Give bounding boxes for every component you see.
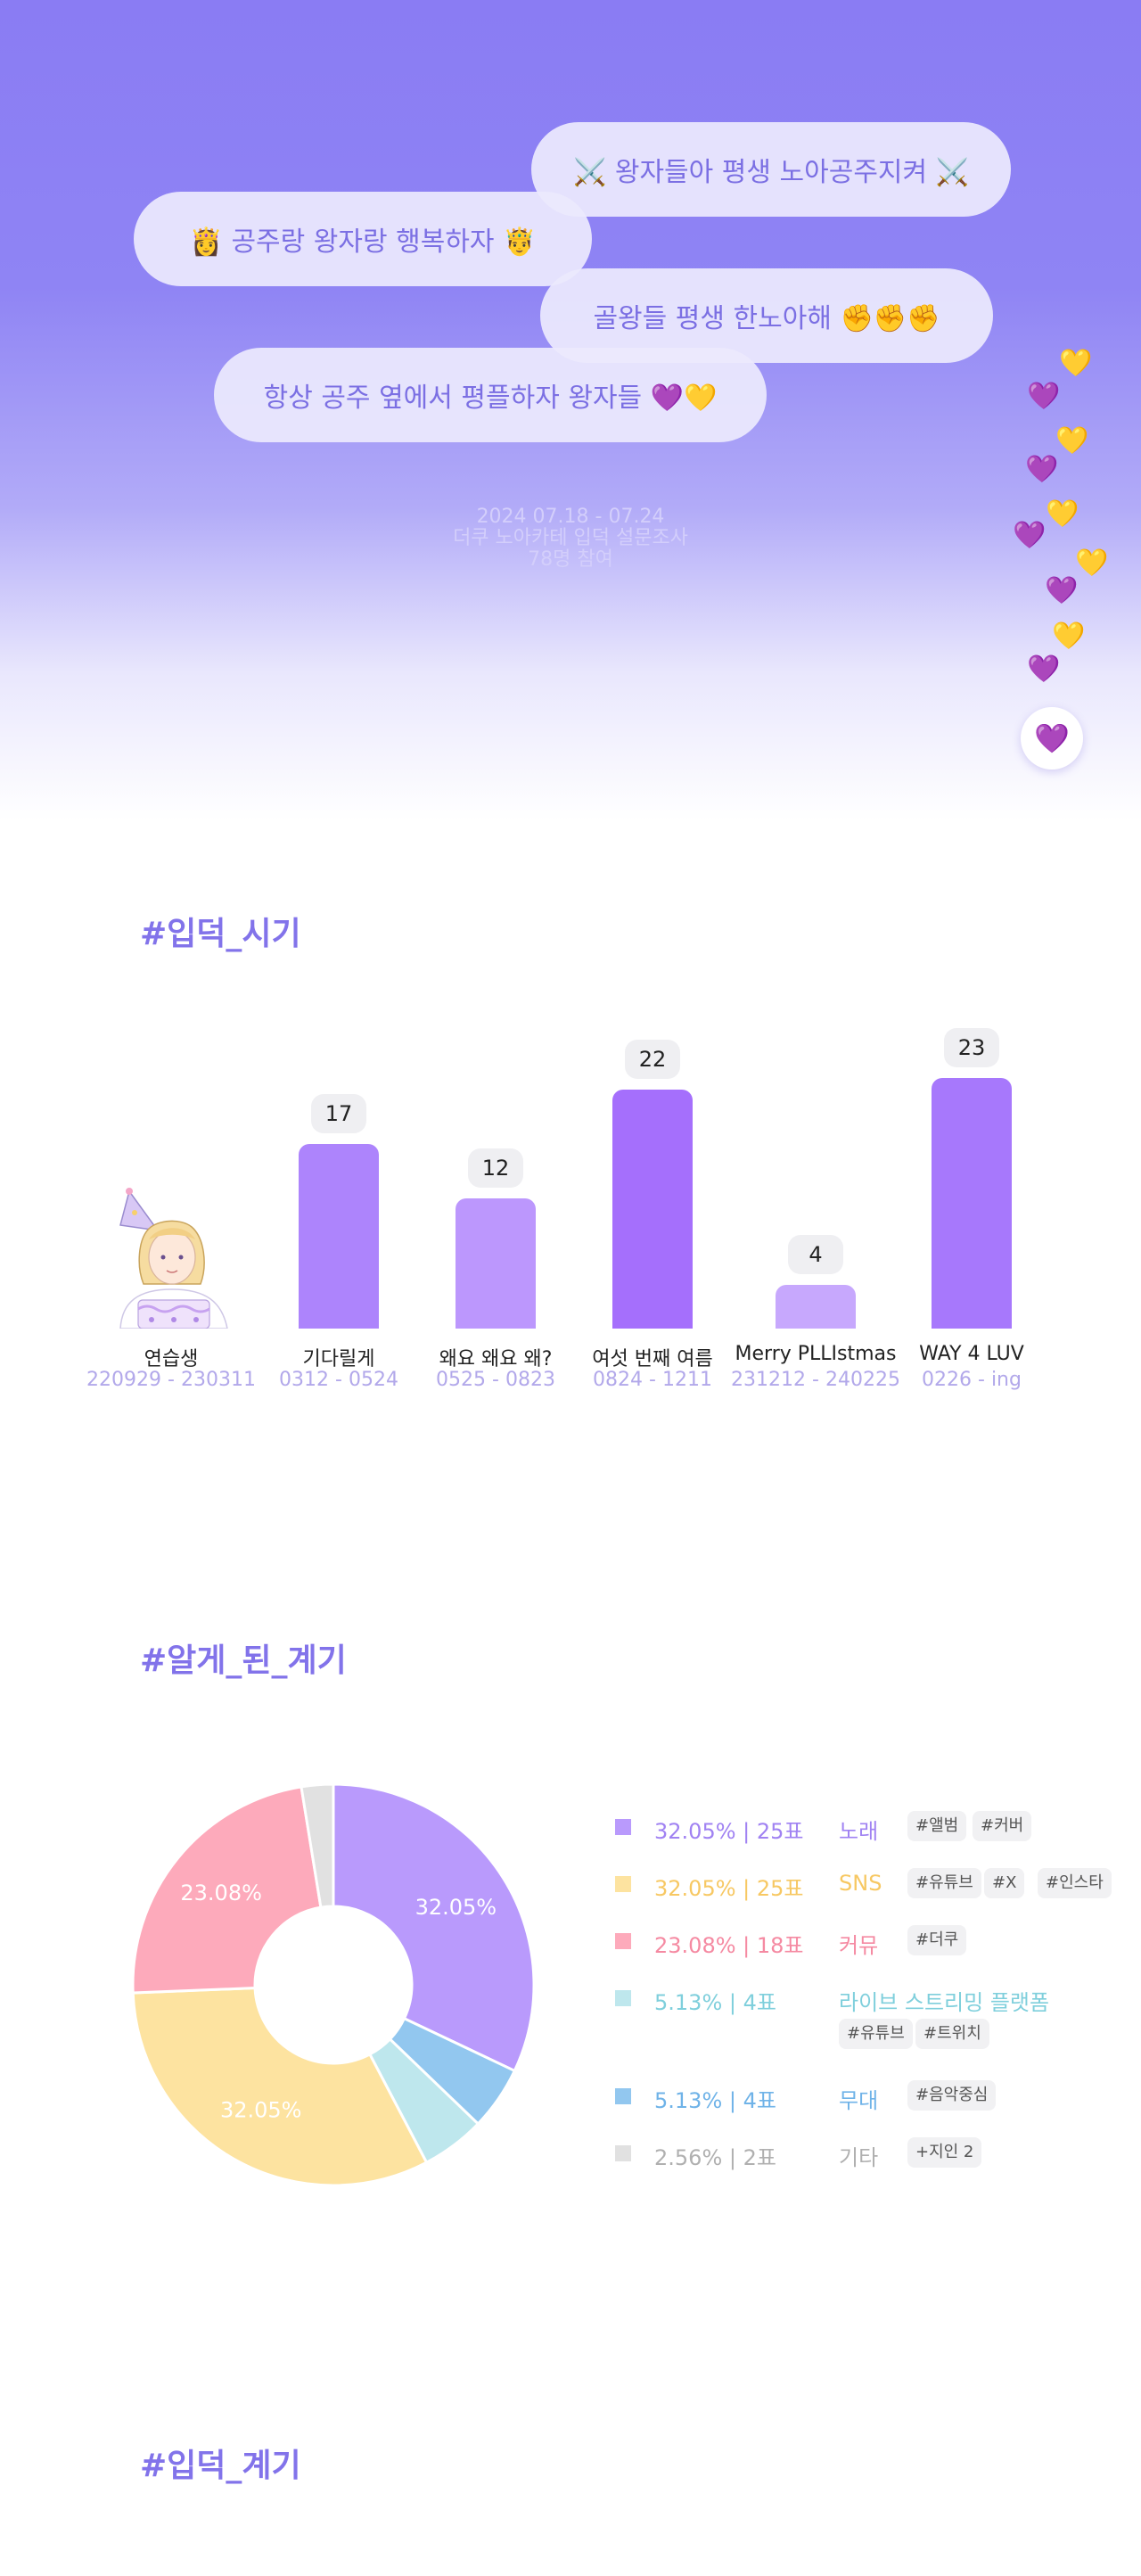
legend-swatch (615, 1990, 631, 2006)
legend-item: 5.13% | 4표 무대 #음악중심 (613, 2078, 1112, 2113)
hashtag-chip: #트위치 (915, 2019, 989, 2049)
legend-percentage: 2.56% | 2표 (654, 2145, 776, 2170)
hashtag-chip: #음악중심 (907, 2080, 997, 2111)
message-bubble-3: 골왕들 평생 한노아해 ✊✊✊ (540, 268, 993, 363)
category-date-range: 220929 - 230311 (86, 1369, 256, 1391)
hashtag-chip: #유튜브 (839, 2019, 913, 2049)
purple-heart-icon: 💜 (1025, 454, 1059, 485)
hashtag-chip: #X (984, 1868, 1025, 1898)
legend-percentage: 23.08% | 18표 (654, 1933, 804, 1958)
entry-period-title: #입덕_시기 (140, 916, 301, 952)
category-date-range: 0525 - 0823 (436, 1369, 555, 1391)
yellow-heart-icon: 💛 (1046, 498, 1079, 530)
bar (776, 1285, 856, 1329)
message-bubble-1: ⚔️ 왕자들아 평생 노아공주지켜 ⚔️ (531, 122, 1011, 217)
category-date-range: 0312 - 0524 (279, 1369, 398, 1391)
entry-reason-title: #입덕_계기 (140, 2448, 301, 2484)
pie-slice (131, 1986, 429, 2187)
yellow-heart-icon: 💛 (1075, 547, 1109, 579)
bar-value-label: 23 (944, 1028, 999, 1067)
pie-slice (131, 1785, 323, 1995)
bar (456, 1198, 536, 1329)
category-label: WAY 4 LUV (919, 1343, 1024, 1365)
hashtag-chip: #인스타 (1038, 1868, 1112, 1898)
bar-value-label: 17 (311, 1094, 366, 1133)
category-label: 왜요 왜요 왜? (439, 1348, 553, 1370)
category-label: Merry PLLIstmas (735, 1343, 897, 1365)
message-bubble-2: 👸 공주랑 왕자랑 행복하자 🤴 (134, 192, 592, 286)
like-button[interactable]: 💜 (1021, 707, 1083, 770)
survey-dates: 2024 07.18 - 07.24 (476, 506, 665, 528)
pie-slice (332, 1782, 536, 2073)
legend-item: 5.13% | 4표 라이브 스트리밍 플랫폼 #유튜브 #트위치 (613, 1979, 1112, 2049)
legend-category: 커뮤 (839, 1933, 879, 1958)
legend-percentage: 5.13% | 4표 (654, 2088, 776, 2113)
category-label: 기다릴게 (302, 1348, 375, 1370)
slice-percentage-label: 23.08% (180, 1881, 262, 1905)
yellow-heart-icon: 💛 (1059, 348, 1093, 379)
purple-heart-icon: 💜 (1027, 654, 1061, 685)
birthday-character-illustration (119, 1188, 228, 1329)
hashtag-chip: +지인 2 (907, 2137, 982, 2168)
slice-percentage-label: 32.05% (415, 1895, 497, 1920)
bar-value-label: 12 (468, 1148, 523, 1188)
category-date-range: 0226 - ing (922, 1369, 1022, 1391)
category-date-range: 0824 - 1211 (593, 1369, 712, 1391)
purple-heart-icon: 💜 (1013, 520, 1047, 551)
category-date-range: 231212 - 240225 (731, 1369, 900, 1391)
hashtag-chip: #유튜브 (907, 1868, 981, 1898)
legend-swatch (615, 2088, 631, 2104)
survey-title: 더쿠 노아카테 입덕 설문조사 (453, 527, 688, 549)
hero-section: ⚔️ 왕자들아 평생 노아공주지켜 ⚔️ 👸 공주랑 왕자랑 행복하자 🤴 골왕… (0, 0, 1141, 820)
legend-category: 라이브 스트리밍 플랫폼 (839, 1990, 1050, 2015)
hashtag-chip: #앨범 (907, 1811, 967, 1841)
purple-heart-icon: 💜 (1045, 575, 1079, 606)
bar (299, 1144, 379, 1329)
legend-category: SNS (839, 1871, 882, 1896)
legend-item: 23.08% | 18표 커뮤 #더쿠 (613, 1922, 1112, 1958)
bar-value-label: 4 (788, 1235, 843, 1274)
yellow-heart-icon: 💛 (1052, 621, 1086, 652)
hashtag-chip: #더쿠 (907, 1925, 967, 1955)
legend-swatch (615, 2145, 631, 2161)
legend-percentage: 5.13% | 4표 (654, 1990, 776, 2015)
legend-swatch (615, 1819, 631, 1835)
legend-percentage: 32.05% | 25표 (654, 1876, 804, 1901)
bar-value-label: 22 (625, 1040, 680, 1079)
legend-category: 무대 (839, 2088, 879, 2113)
slice-percentage-label: 32.05% (220, 2098, 302, 2123)
legend-swatch (615, 1933, 631, 1949)
legend-percentage: 32.05% | 25표 (654, 1819, 804, 1844)
message-bubble-4: 항상 공주 옆에서 평플하자 왕자들 💜💛 (214, 348, 767, 442)
category-label: 연습생 (144, 1348, 199, 1370)
pie-slice (300, 1782, 335, 1909)
discovery-title: #알게_된_계기 (140, 1642, 347, 1679)
purple-heart-icon: 💜 (1027, 381, 1061, 412)
category-label: 여섯 번째 여름 (592, 1348, 713, 1370)
purple-heart-icon: 💜 (1034, 721, 1070, 755)
discovery-donut-chart: 32.05% 32.05% 23.08% (131, 1782, 536, 2187)
legend-swatch (615, 1876, 631, 1892)
legend-item: 32.05% | 25표 노래 #앨범 #커버 (613, 1808, 1112, 1844)
participant-count: 78명 참여 (528, 548, 613, 571)
bar (612, 1090, 693, 1329)
yellow-heart-icon: 💛 (1055, 425, 1089, 457)
legend-item: 2.56% | 2표 기타 +지인 2 (613, 2135, 1112, 2170)
legend-category: 노래 (839, 1819, 879, 1844)
bar (932, 1078, 1012, 1329)
legend-item: 32.05% | 25표 SNS #유튜브 #X #인스타 (613, 1865, 1112, 1901)
entry-period-bar-chart: 연습생 220929 - 230311 17 기다릴게 0312 - 0524 12 왜요 … (0, 936, 1141, 1418)
hashtag-chip: #커버 (973, 1811, 1032, 1841)
legend-category: 기타 (839, 2145, 879, 2170)
